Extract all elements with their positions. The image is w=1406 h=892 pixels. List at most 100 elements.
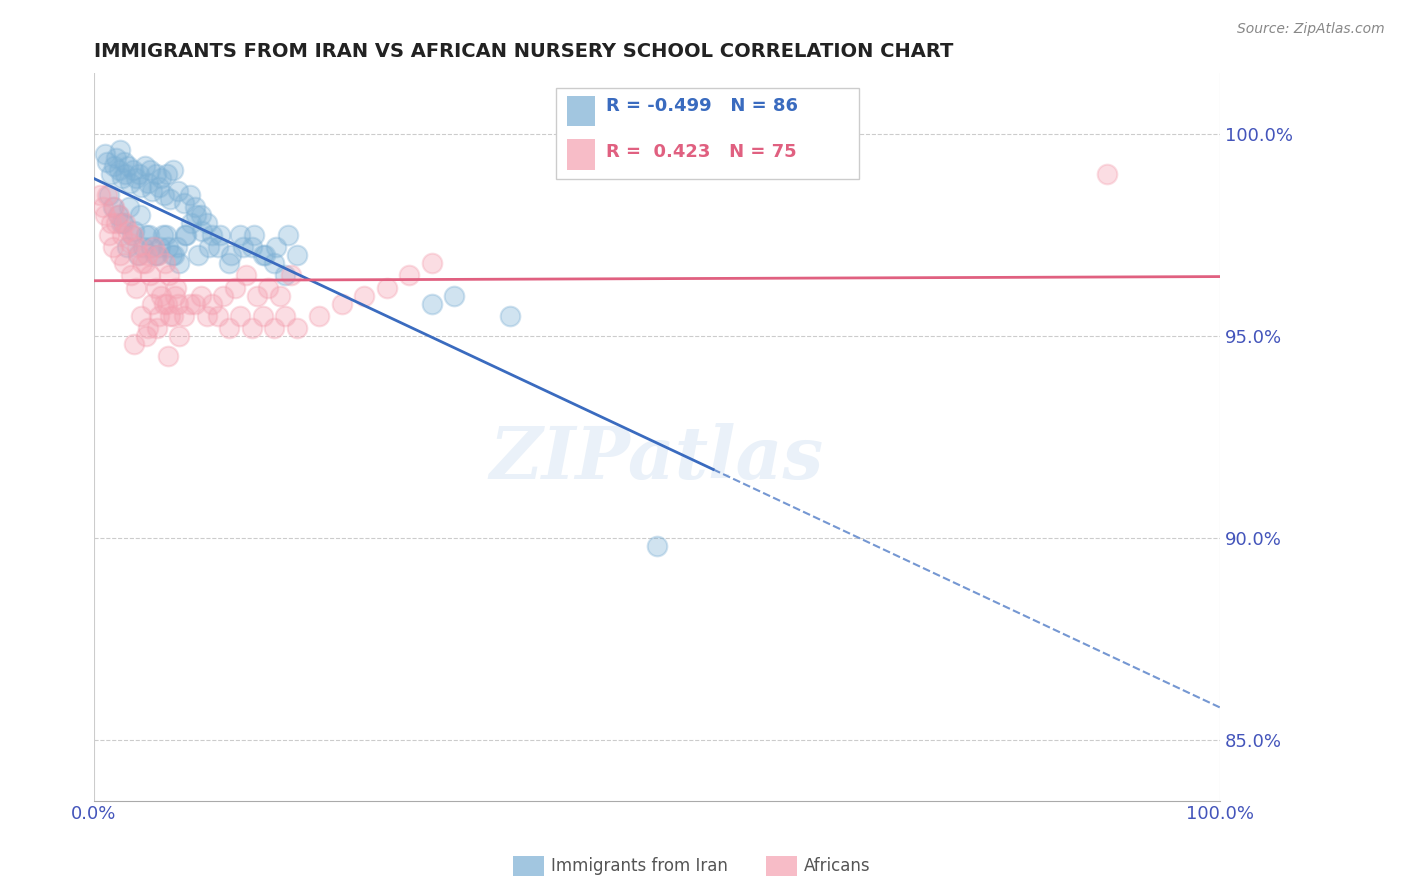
Point (174, 227, 197, 242)
Point (375, 280, 398, 294)
Point (167, 184, 190, 198)
Point (353, 288, 375, 302)
Point (143, 248, 166, 262)
Point (152, 296, 174, 310)
Point (103, 200, 125, 214)
Point (124, 224, 146, 238)
Point (124, 171, 146, 186)
Point (280, 268, 302, 283)
Point (186, 208, 208, 222)
Point (107, 163, 129, 178)
Point (169, 329, 191, 343)
Point (157, 349, 180, 363)
Point (115, 240, 138, 254)
Point (174, 227, 197, 242)
Text: ZIPatlas: ZIPatlas (489, 424, 824, 494)
Point (180, 216, 202, 230)
Point (139, 268, 162, 283)
Point (100, 168, 122, 182)
Point (122, 163, 145, 178)
Point (129, 309, 152, 323)
Point (274, 309, 297, 323)
Point (148, 309, 170, 323)
FancyBboxPatch shape (555, 88, 859, 179)
Point (101, 240, 124, 254)
Point (207, 240, 229, 254)
Point (110, 216, 132, 230)
Point (128, 168, 150, 182)
Point (274, 268, 297, 283)
Point (146, 248, 169, 262)
Point (129, 179, 152, 194)
Point (212, 288, 235, 302)
Point (159, 192, 181, 206)
Point (131, 256, 153, 270)
Text: R =  0.423   N = 75: R = 0.423 N = 75 (606, 143, 797, 161)
Point (120, 268, 142, 283)
Point (229, 309, 252, 323)
Point (184, 200, 207, 214)
Bar (567, 95, 595, 126)
Point (257, 280, 280, 294)
Point (330, 296, 353, 310)
Point (127, 248, 149, 262)
Point (156, 168, 179, 182)
Point (135, 227, 157, 242)
Point (150, 171, 173, 186)
Bar (567, 139, 595, 169)
Point (124, 337, 146, 351)
Point (218, 256, 240, 270)
Point (118, 200, 141, 214)
Point (146, 248, 169, 262)
Point (285, 321, 308, 335)
Point (96, 155, 118, 169)
Point (129, 208, 152, 222)
Point (179, 296, 201, 310)
Point (420, 296, 443, 310)
Point (165, 280, 187, 294)
Point (111, 171, 134, 186)
Point (142, 240, 165, 254)
Point (141, 296, 163, 310)
Point (190, 208, 212, 222)
Point (101, 200, 124, 214)
Point (207, 309, 229, 323)
Point (103, 159, 125, 173)
Point (121, 227, 143, 242)
Point (645, 539, 668, 553)
Point (118, 176, 141, 190)
Point (190, 288, 212, 302)
Point (398, 268, 420, 283)
Point (122, 227, 145, 242)
Point (224, 280, 246, 294)
Point (118, 236, 141, 251)
Point (179, 187, 201, 202)
Point (94, 147, 117, 161)
Point (163, 288, 186, 302)
Point (134, 159, 156, 173)
Point (163, 248, 186, 262)
Point (108, 143, 131, 157)
Point (146, 321, 169, 335)
Point (107, 208, 129, 222)
Point (117, 224, 139, 238)
Point (156, 296, 179, 310)
Point (148, 179, 170, 194)
Point (277, 227, 299, 242)
Point (263, 321, 285, 335)
Point (266, 240, 288, 254)
Point (195, 216, 218, 230)
Point (191, 224, 214, 238)
Point (94, 208, 117, 222)
Point (117, 159, 139, 173)
Point (184, 296, 207, 310)
Point (132, 240, 155, 254)
Text: Immigrants from Iran: Immigrants from Iran (551, 857, 728, 875)
Point (201, 296, 224, 310)
Point (231, 240, 253, 254)
Point (136, 321, 159, 335)
Point (240, 240, 263, 254)
Text: Source: ZipAtlas.com: Source: ZipAtlas.com (1237, 22, 1385, 37)
Point (89, 187, 111, 202)
Point (243, 227, 266, 242)
